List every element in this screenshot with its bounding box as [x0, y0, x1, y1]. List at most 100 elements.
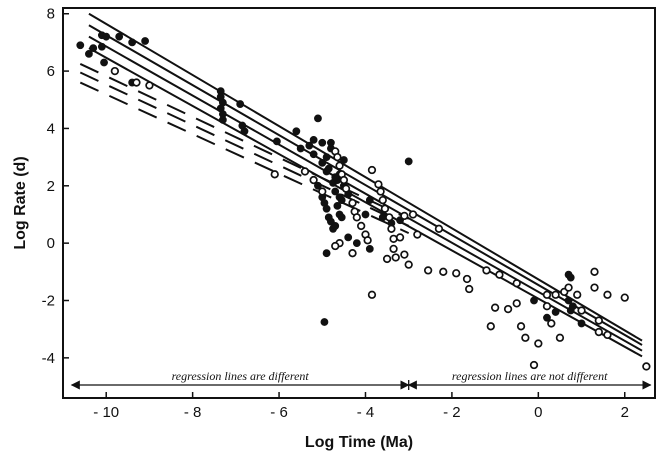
open-point: [486, 322, 495, 331]
open-point: [385, 213, 394, 222]
filled-point: [314, 114, 322, 123]
open-point: [594, 316, 603, 325]
open-point: [452, 269, 461, 278]
dashed-regression-line: [79, 63, 410, 220]
filled-point: [404, 157, 413, 166]
filled-point: [128, 38, 137, 47]
y-tick-label: 6: [47, 63, 55, 80]
open-point: [395, 233, 405, 242]
x-tick-label: - 4: [357, 404, 375, 421]
filled-point: [352, 239, 361, 248]
open-point: [339, 175, 349, 185]
open-point: [465, 284, 474, 294]
open-point: [620, 293, 629, 302]
open-point: [300, 167, 310, 176]
filled-point: [314, 181, 322, 190]
open-point: [603, 290, 612, 299]
x-tick-label: 2: [621, 404, 629, 421]
open-point: [309, 175, 318, 185]
open-point: [335, 161, 344, 170]
open-point: [534, 339, 543, 348]
solid-regression-line: [88, 35, 643, 352]
y-tick-label: -2: [42, 293, 55, 310]
filled-point: [322, 249, 331, 258]
plot-frame: [62, 7, 656, 399]
open-point: [348, 198, 357, 208]
open-point: [564, 283, 573, 292]
open-point: [594, 327, 603, 337]
open-point: [357, 221, 366, 231]
filled-point: [89, 44, 98, 53]
filled-point: [320, 318, 329, 326]
filled-point: [543, 313, 551, 322]
filled-point: [327, 138, 335, 147]
filled-point: [296, 144, 305, 153]
open-point: [603, 330, 612, 340]
y-tick-label: 4: [47, 120, 55, 137]
filled-point: [331, 222, 340, 230]
filled-point: [292, 127, 301, 136]
open-point: [512, 279, 521, 288]
open-point: [333, 152, 342, 162]
filled-point: [365, 196, 374, 205]
open-point: [389, 234, 398, 243]
open-point: [503, 304, 513, 314]
open-point: [132, 78, 141, 87]
open-point: [542, 290, 552, 299]
annotations: regression lines are different regression…: [70, 369, 652, 390]
open-point: [423, 266, 433, 275]
filled-point: [218, 115, 227, 124]
open-point: [318, 187, 327, 196]
filled-point: [305, 141, 314, 150]
filled-point: [337, 213, 346, 222]
annotation-label: regression lines are different: [172, 369, 310, 383]
open-point: [270, 170, 279, 179]
open-point: [363, 236, 372, 245]
filled-point: [322, 153, 331, 162]
open-point: [408, 210, 418, 219]
dashed-regression-line: [79, 71, 410, 227]
open-point: [400, 211, 409, 221]
filled-point: [568, 302, 577, 311]
x-tick-label: - 6: [270, 404, 288, 421]
open-point: [380, 204, 390, 213]
open-point: [490, 303, 500, 312]
open-point: [374, 180, 383, 189]
open-point: [547, 319, 556, 328]
x-tick-label: - 8: [184, 404, 202, 421]
open-point: [378, 195, 387, 205]
filled-point: [344, 233, 353, 242]
open-point: [348, 249, 357, 258]
filled-point: [361, 210, 370, 219]
filled-point: [115, 32, 124, 41]
open-point: [367, 165, 377, 175]
filled-point: [309, 150, 318, 159]
filled-point: [566, 273, 575, 282]
filled-point: [309, 136, 318, 144]
regression-lines: [79, 12, 643, 358]
filled-point: [240, 127, 249, 136]
solid-regression-line: [88, 12, 643, 342]
filled-point: [100, 58, 108, 67]
open-point: [387, 224, 396, 233]
open-point: [516, 322, 526, 331]
open-point: [590, 283, 599, 292]
open-point: [331, 241, 340, 251]
filled-point: [337, 196, 346, 205]
filled-point: [318, 138, 327, 147]
y-axis: -4 -2 0 2 4 6 8: [42, 6, 69, 367]
y-tick-label: 8: [47, 6, 55, 23]
filled-point: [85, 49, 93, 58]
open-point: [400, 250, 409, 259]
filled-point: [272, 137, 281, 146]
open-point: [341, 184, 351, 193]
filled-point: [97, 42, 106, 51]
x-tick-label: 0: [534, 404, 542, 421]
annotation-label: regression lines are not different: [452, 369, 608, 383]
open-point: [389, 244, 398, 254]
open-point: [352, 213, 361, 222]
open-point: [367, 290, 377, 299]
y-tick-label: -4: [42, 350, 55, 367]
open-point: [521, 333, 530, 342]
filled-point: [324, 164, 333, 173]
